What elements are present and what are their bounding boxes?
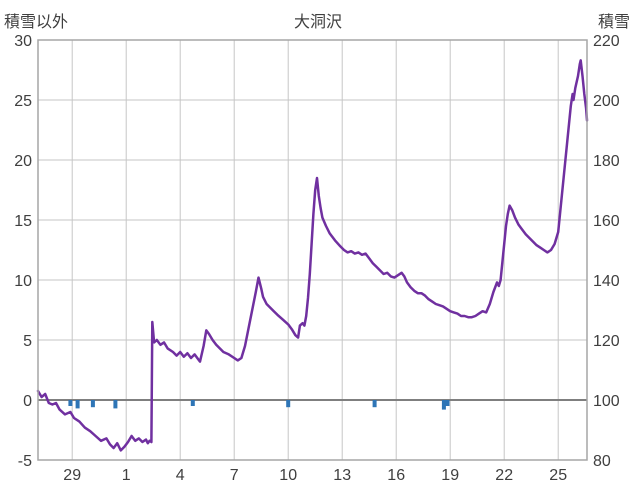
- svg-text:20: 20: [14, 153, 32, 170]
- svg-text:30: 30: [14, 33, 32, 50]
- svg-text:7: 7: [230, 467, 239, 484]
- svg-text:25: 25: [14, 93, 32, 110]
- svg-text:16: 16: [387, 467, 405, 484]
- svg-text:25: 25: [549, 467, 567, 484]
- svg-text:22: 22: [495, 467, 513, 484]
- svg-text:120: 120: [593, 333, 620, 350]
- svg-text:-5: -5: [18, 453, 32, 470]
- svg-text:5: 5: [23, 333, 32, 350]
- svg-text:180: 180: [593, 153, 620, 170]
- svg-text:10: 10: [279, 467, 297, 484]
- svg-text:100: 100: [593, 393, 620, 410]
- svg-text:140: 140: [593, 273, 620, 290]
- svg-text:29: 29: [63, 467, 81, 484]
- chart-title: 大洞沢: [293, 14, 342, 31]
- svg-text:10: 10: [14, 273, 32, 290]
- svg-text:13: 13: [333, 467, 351, 484]
- svg-text:80: 80: [593, 453, 611, 470]
- svg-text:19: 19: [441, 467, 459, 484]
- svg-text:0: 0: [23, 393, 32, 410]
- svg-text:200: 200: [593, 93, 620, 110]
- svg-text:15: 15: [14, 213, 32, 230]
- svg-text:220: 220: [593, 33, 620, 50]
- svg-text:160: 160: [593, 213, 620, 230]
- right-axis-title: 積雪: [597, 14, 630, 31]
- svg-text:1: 1: [122, 467, 131, 484]
- svg-text:4: 4: [176, 467, 185, 484]
- left-axis-title: 積雪以外: [4, 14, 69, 31]
